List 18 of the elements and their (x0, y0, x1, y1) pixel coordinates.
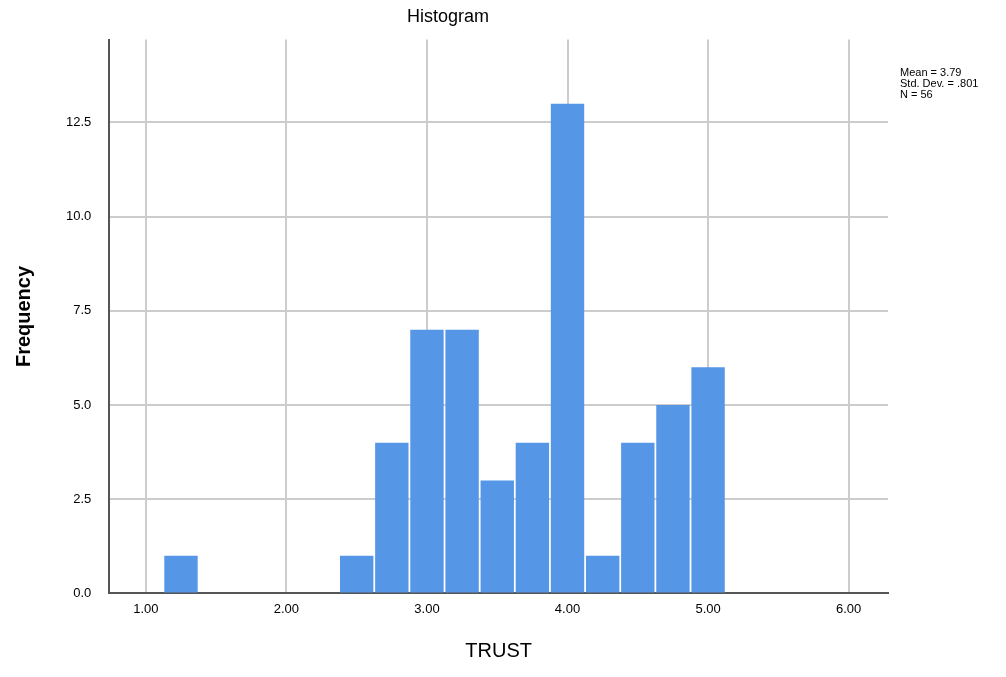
y-tick-label: 0.0 (73, 584, 92, 600)
x-tick-label: 2.00 (273, 600, 300, 616)
text: Mean = 3.79 (900, 66, 962, 79)
y-tick-label: 10.0 (65, 208, 92, 224)
chart-title: Histogram (406, 5, 490, 26)
y-tick-label: 5.0 (73, 396, 92, 412)
y-tick-label: 2.5 (73, 490, 92, 506)
y-tick-label: 7.5 (73, 302, 92, 318)
x-tick-label: 1.00 (133, 600, 159, 616)
text: Std. Dev. = .801 (900, 77, 979, 90)
x-tick-label: 6.00 (835, 600, 862, 616)
x-axis-title: TRUST (465, 638, 532, 661)
x-tick-label: 3.00 (414, 600, 440, 616)
y-axis-title: Frequency (11, 265, 34, 368)
text: N = 56 (900, 88, 933, 101)
x-tick-label: 5.00 (695, 600, 721, 616)
y-tick-label: 12.5 (65, 114, 92, 130)
x-tick-label: 4.00 (554, 600, 581, 616)
